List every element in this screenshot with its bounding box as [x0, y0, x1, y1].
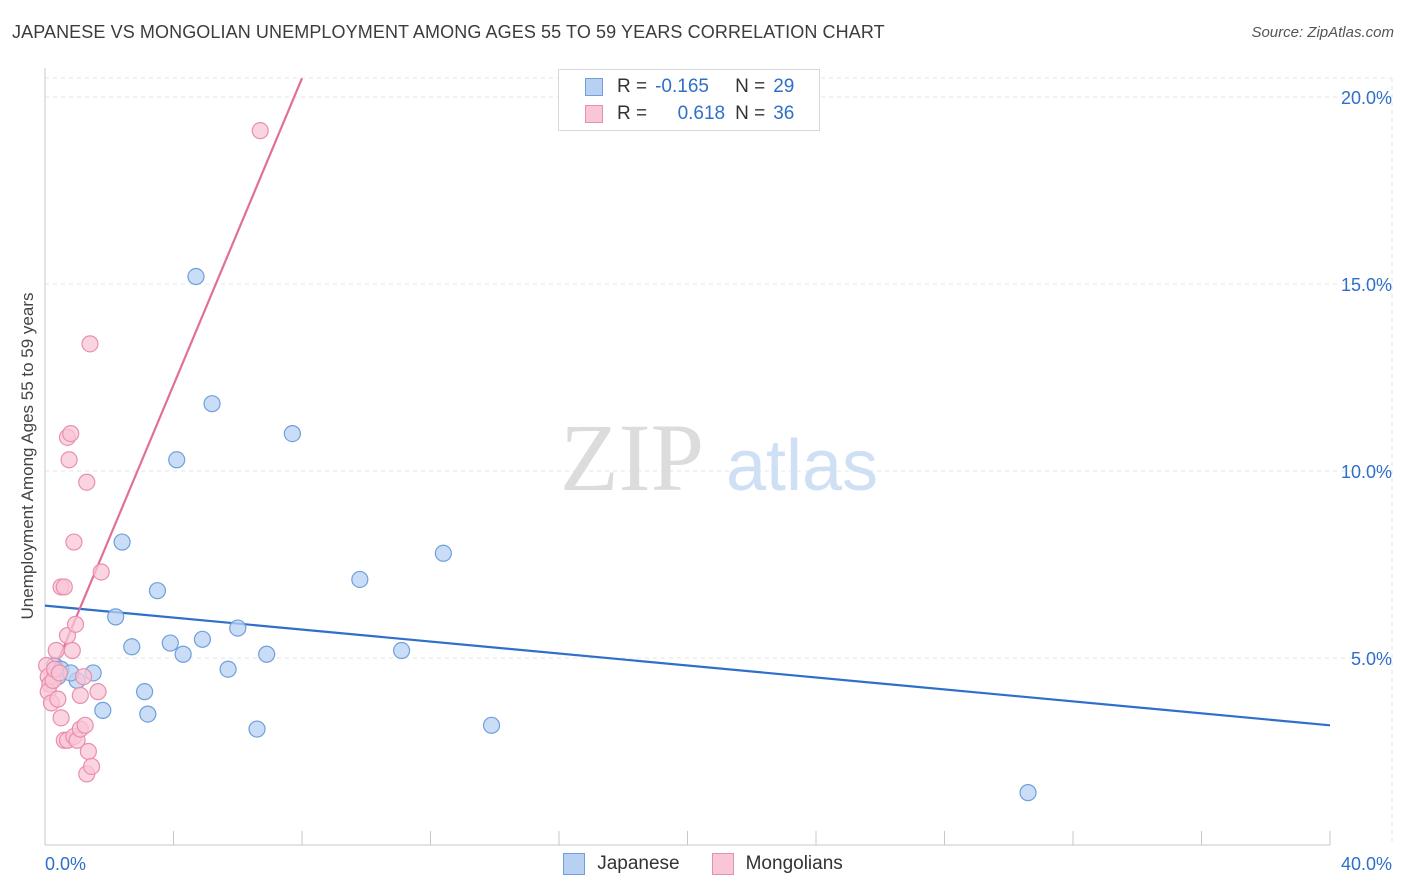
japanese-point	[123, 638, 141, 656]
watermark: ZIP atlas	[560, 404, 878, 511]
legend-row-mongolians: R = 0.618 N = 36	[585, 102, 794, 126]
japanese-point	[174, 645, 192, 663]
japanese-point	[229, 619, 247, 637]
n-value: 36	[773, 103, 795, 124]
japanese-point	[248, 720, 266, 738]
mongolian-point	[55, 578, 73, 596]
mongolian-point	[66, 615, 85, 633]
mongolian-point	[78, 473, 96, 491]
x-tick-label-min: 0.0%	[45, 854, 86, 874]
mongolian-point	[251, 122, 269, 140]
japanese-point	[193, 630, 212, 648]
mongolian-swatch	[585, 105, 603, 123]
japanese-point	[258, 645, 276, 663]
r-value: 0.618	[677, 103, 726, 124]
mongolian-point	[49, 690, 67, 708]
mongolian-point	[65, 533, 83, 551]
japanese-swatch	[585, 78, 603, 96]
japanese-swatch	[563, 853, 586, 875]
y-tick-label: 5.0%	[1351, 649, 1392, 669]
japanese-point	[219, 660, 237, 678]
y-tick-label: 10.0%	[1341, 462, 1392, 482]
japanese-point	[139, 705, 157, 723]
mongolian-point	[47, 641, 65, 660]
r-label: R =	[617, 103, 648, 124]
gridlines	[45, 77, 1393, 845]
legend-item-mongolians: Mongolians	[711, 853, 843, 875]
y-tick-label: 20.0%	[1341, 88, 1392, 108]
japanese-point	[168, 451, 186, 469]
mongolian-point	[92, 563, 110, 581]
japanese-point	[94, 701, 112, 719]
japanese-point	[283, 425, 301, 443]
data-points	[38, 122, 1037, 802]
series-legend: Japanese Mongolians	[0, 851, 1406, 877]
mongolian-point	[60, 451, 78, 469]
mongolian-point	[79, 742, 97, 761]
mongolian-point	[71, 686, 89, 705]
legend-label-japanese: Japanese	[597, 853, 680, 874]
mongolian-point	[89, 683, 107, 701]
japanese-point	[392, 641, 411, 660]
n-value: 29	[773, 76, 795, 97]
watermark-zip: ZIP	[560, 404, 704, 511]
r-value: -0.165	[655, 76, 709, 97]
mongolian-swatch	[711, 853, 734, 875]
japanese-point	[482, 716, 501, 734]
mongolian-point	[50, 664, 69, 682]
mongolian-point	[76, 716, 94, 734]
n-label: N =	[735, 103, 766, 124]
mongolian-point	[62, 425, 80, 443]
watermark-atlas: atlas	[726, 426, 878, 506]
legend-label-mongolians: Mongolians	[745, 853, 843, 874]
japanese-point	[434, 544, 452, 562]
chart-title: JAPANESE VS MONGOLIAN UNEMPLOYMENT AMONG…	[12, 22, 885, 42]
japanese-point	[187, 267, 205, 286]
japanese-trend-line	[44, 604, 1331, 727]
mongolian-point	[81, 335, 99, 353]
japanese-point	[148, 582, 167, 600]
tick-labels: 5.0% 10.0% 15.0% 20.0% 0.0% 40.0%	[45, 88, 1392, 874]
legend-item-japanese: Japanese	[563, 853, 680, 875]
source-label: Source: ZipAtlas.com	[1251, 24, 1394, 41]
x-tick-label-max: 40.0%	[1341, 854, 1392, 874]
axes	[44, 68, 1331, 846]
legend-row-japanese: R = -0.165 N = 29	[585, 75, 794, 99]
r-label: R =	[617, 76, 648, 97]
mongolian-trend-line	[43, 77, 304, 693]
mongolian-point	[63, 641, 81, 660]
japanese-point	[135, 683, 154, 701]
japanese-point	[107, 608, 125, 626]
japanese-point	[161, 634, 179, 652]
japanese-point	[1019, 784, 1037, 802]
mongolian-point	[74, 668, 93, 686]
correlation-legend: R = -0.165 N = 29 R = 0.618 N = 36	[558, 69, 820, 131]
n-label: N =	[735, 76, 766, 97]
japanese-point	[351, 570, 369, 589]
trend-lines	[43, 77, 1331, 727]
japanese-point	[113, 533, 131, 551]
mongolian-point	[82, 757, 101, 776]
japanese-point	[203, 395, 221, 413]
y-tick-label: 15.0%	[1341, 275, 1392, 295]
mongolian-point	[52, 709, 70, 727]
